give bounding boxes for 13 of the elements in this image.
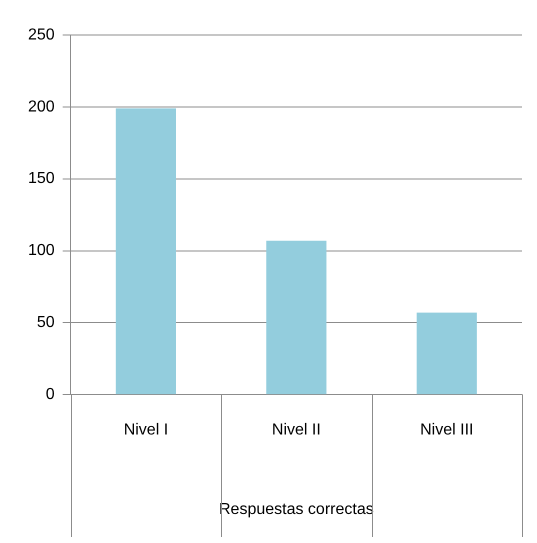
x-tick-label: Nivel II xyxy=(272,422,321,439)
y-tick-label: 0 xyxy=(46,386,55,404)
bar xyxy=(116,108,176,394)
x-tick-label: Nivel III xyxy=(420,422,474,439)
x-axis-title: Respuestas correctas xyxy=(218,500,374,518)
y-tick-label: 150 xyxy=(28,170,55,188)
y-tick-label: 50 xyxy=(36,314,55,332)
y-tick-label: 200 xyxy=(28,98,55,116)
x-tick-label: Nivel I xyxy=(124,422,168,439)
bar xyxy=(416,312,477,394)
y-tick-label: 100 xyxy=(28,242,55,260)
y-tick-label: 250 xyxy=(28,26,55,44)
bar xyxy=(266,240,326,394)
